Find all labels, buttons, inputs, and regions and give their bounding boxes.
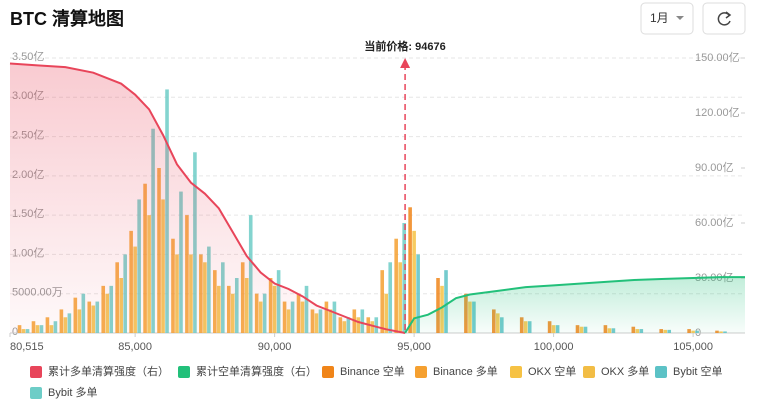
liquidation-bar [436,278,440,333]
y2-tick-label: 150.00亿 [695,51,740,64]
legend-label: 累计空单清算强度（右） [196,364,317,378]
legend-item[interactable]: 累计多单清算强度（右） [30,364,169,378]
legend-swatch [583,366,595,378]
legend-item[interactable]: Bybit 空单 [655,364,723,378]
legend-swatch [510,366,522,378]
legend-label: Bybit 空单 [673,364,723,378]
legend-item[interactable]: Bybit 多单 [30,385,98,399]
refresh-button[interactable] [702,2,746,35]
liquidation-bar [412,230,416,333]
x-tick-label: 105,000 [673,341,713,353]
legend-label: OKX 空单 [528,364,576,378]
liquidation-bar [416,254,420,333]
legend-item[interactable]: Binance 空单 [322,364,405,378]
legend-swatch [178,366,190,378]
range-dropdown[interactable]: 1月 [640,2,694,35]
liquidation-bar [408,207,412,333]
legend-label: Binance 空单 [340,364,405,378]
liquidation-bar [360,309,365,333]
cumulative-line [9,62,406,334]
legend-swatch [322,366,334,378]
liquidation-bar [402,223,406,333]
legend-swatch [415,366,427,378]
current-price-arrow [400,58,411,68]
cumulative-area [405,277,745,333]
legend-label: Binance 多单 [433,364,498,378]
x-tick-label: 90,000 [258,341,292,353]
y2-tick-label: 120.00亿 [695,106,740,119]
x-tick-label: 80,515 [10,341,44,353]
legend-item[interactable]: 累计空单清算强度（右） [178,364,317,378]
x-tick-label: 100,000 [534,341,574,353]
current-price-label: 当前价格: 94676 [364,39,445,53]
current-price-value: 94676 [415,41,446,53]
range-label: 1月 [650,11,669,25]
legend-item[interactable]: OKX 多单 [583,364,649,378]
legend-label: 累计多单清算强度（右） [48,364,169,378]
liquidation-bar [388,262,393,333]
current-price-prefix: 当前价格: [364,39,412,53]
liquidation-bar [380,270,385,333]
legend-swatch [30,366,42,378]
x-tick-label: 95,000 [397,341,431,353]
legend-label: OKX 多单 [601,364,649,378]
liquidation-bar [398,262,402,333]
legend-swatch [655,366,667,378]
liquidation-bar [394,238,398,333]
y2-tick-label: 90.00亿 [695,161,734,174]
cumulative-area [10,63,406,333]
legend-item[interactable]: Binance 多单 [415,364,498,378]
x-tick-label: 85,000 [118,341,152,353]
legend-label: Bybit 多单 [48,385,98,399]
y2-tick-label: 60.00亿 [695,216,734,229]
liquidation-bar [384,293,389,333]
chart-title: BTC 清算地图 [10,8,124,29]
liquidation-bar [374,317,379,333]
cumulative-line [404,276,745,334]
liquidation-bar [444,270,448,333]
y-tick-label: 3.50亿 [12,50,44,63]
legend-item[interactable]: OKX 空单 [510,364,576,378]
legend-swatch [30,387,42,399]
